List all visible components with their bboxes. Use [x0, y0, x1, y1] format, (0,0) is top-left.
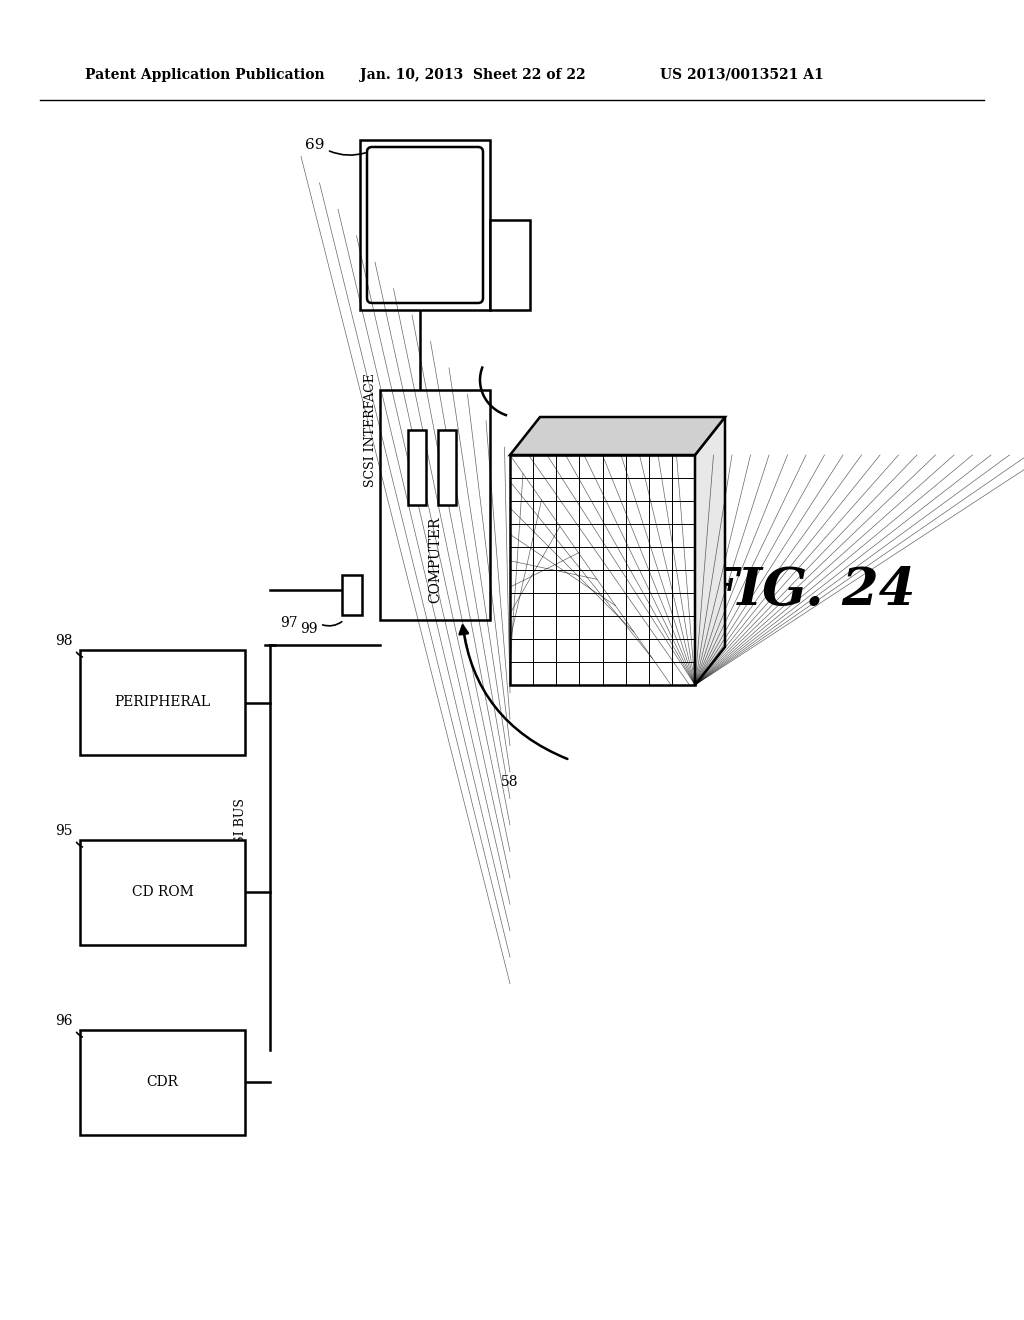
Text: SCSI INTERFACE: SCSI INTERFACE: [364, 374, 377, 487]
Bar: [80, 840, 245, 945]
Text: 97: 97: [280, 616, 298, 630]
Polygon shape: [510, 417, 725, 455]
Polygon shape: [510, 455, 695, 685]
Bar: [80, 649, 245, 755]
Text: Jan. 10, 2013  Sheet 22 of 22: Jan. 10, 2013 Sheet 22 of 22: [360, 69, 586, 82]
Bar: [342, 576, 362, 615]
Text: SCSI BUS: SCSI BUS: [233, 799, 247, 862]
Bar: [408, 430, 426, 506]
Bar: [490, 220, 530, 310]
Text: FIG. 24: FIG. 24: [700, 565, 915, 615]
FancyArrowPatch shape: [77, 652, 82, 657]
FancyArrowPatch shape: [460, 626, 567, 759]
FancyArrowPatch shape: [77, 1032, 82, 1038]
Bar: [380, 389, 490, 620]
Text: 96: 96: [55, 1014, 73, 1028]
Bar: [80, 1030, 245, 1135]
FancyArrowPatch shape: [323, 622, 342, 626]
Text: CD ROM: CD ROM: [132, 886, 194, 899]
Text: PERIPHERAL: PERIPHERAL: [115, 696, 211, 710]
Text: US 2013/0013521 A1: US 2013/0013521 A1: [660, 69, 823, 82]
Text: 99: 99: [300, 622, 318, 636]
FancyBboxPatch shape: [367, 147, 483, 304]
Text: COMPUTER: COMPUTER: [428, 516, 442, 603]
Text: 95: 95: [55, 824, 73, 838]
Text: CDR: CDR: [146, 1076, 178, 1089]
Text: 69: 69: [305, 139, 325, 152]
FancyArrowPatch shape: [330, 150, 366, 156]
FancyArrowPatch shape: [77, 842, 82, 847]
Text: Patent Application Publication: Patent Application Publication: [85, 69, 325, 82]
Bar: [360, 140, 490, 310]
Bar: [438, 430, 456, 506]
Text: 98: 98: [55, 634, 73, 648]
Text: 58: 58: [502, 775, 519, 789]
Polygon shape: [695, 417, 725, 685]
